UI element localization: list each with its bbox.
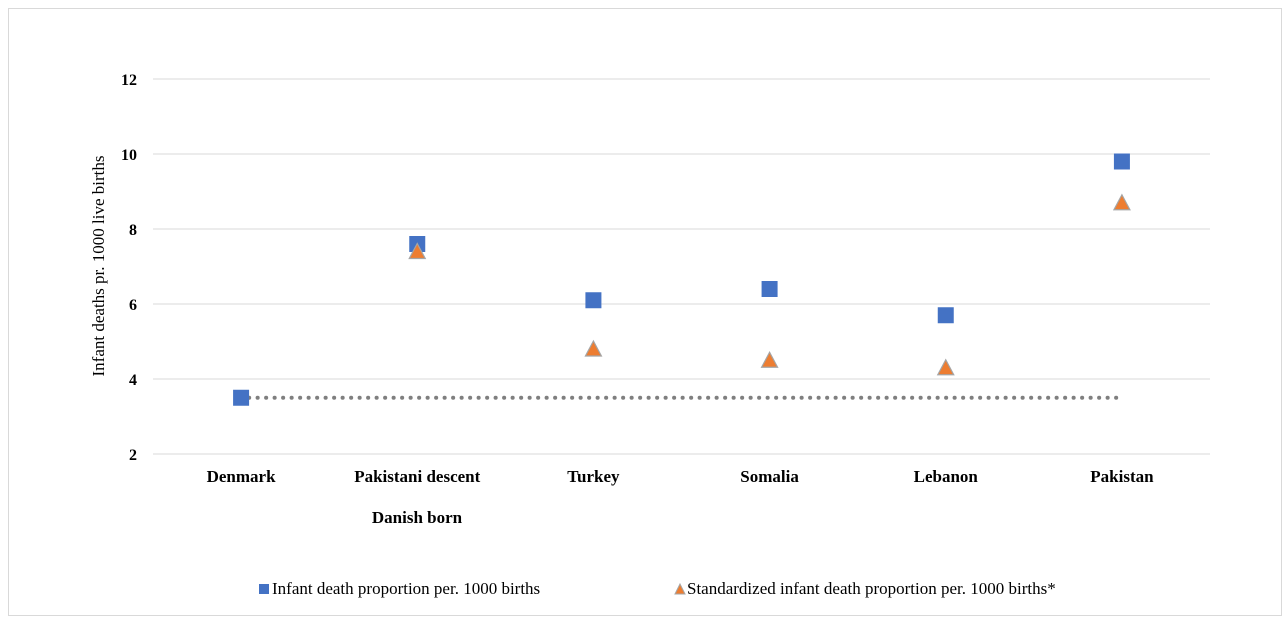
- gridlines: [153, 78, 1210, 455]
- y-tick-label: 6: [129, 297, 137, 314]
- y-tick-label: 2: [129, 447, 137, 464]
- x-category-label: Denmark: [207, 467, 276, 486]
- legend-marker-square: [259, 584, 269, 594]
- y-tick-label: 10: [121, 147, 137, 164]
- data-point-triangle: [1112, 193, 1131, 211]
- y-tick-label: 12: [121, 72, 137, 89]
- y-tick-label: 4: [129, 372, 137, 389]
- data-point-triangle: [936, 358, 955, 376]
- x-category-label: Lebanon: [914, 467, 979, 486]
- data-point-square: [761, 281, 778, 297]
- data-point-triangle: [584, 339, 603, 357]
- category-sublabel: Danish born: [372, 508, 463, 527]
- data-point-triangle: [760, 350, 779, 368]
- legend-label-series-1: Infant death proportion per. 1000 births: [272, 579, 540, 598]
- x-category-labels: Denmark Pakistani descent Turkey Somalia Leb…: [207, 467, 1155, 486]
- data-point-square: [1113, 153, 1130, 170]
- legend: Infant death proportion per. 1000 births…: [259, 579, 1056, 598]
- y-axis-label: Infant deaths pr. 1000 live births: [89, 156, 108, 377]
- y-tick-labels: 2 4 6 8 10 12: [121, 72, 137, 464]
- data-point-square: [937, 307, 954, 324]
- x-category-label: Somalia: [740, 467, 799, 486]
- legend-marker-triangle: [674, 582, 686, 595]
- x-category-label: Pakistan: [1090, 467, 1154, 486]
- data-point-triangle: [408, 242, 427, 260]
- data-point-square: [585, 292, 602, 309]
- data-point-square: [233, 389, 250, 406]
- x-category-label: Turkey: [567, 467, 620, 486]
- chart-frame: [8, 8, 1282, 616]
- x-category-label: Pakistani descent: [354, 467, 480, 486]
- data-marks: [233, 153, 1131, 406]
- y-tick-label: 8: [129, 222, 137, 239]
- legend-label-series-2: Standardized infant death proportion per…: [687, 579, 1056, 598]
